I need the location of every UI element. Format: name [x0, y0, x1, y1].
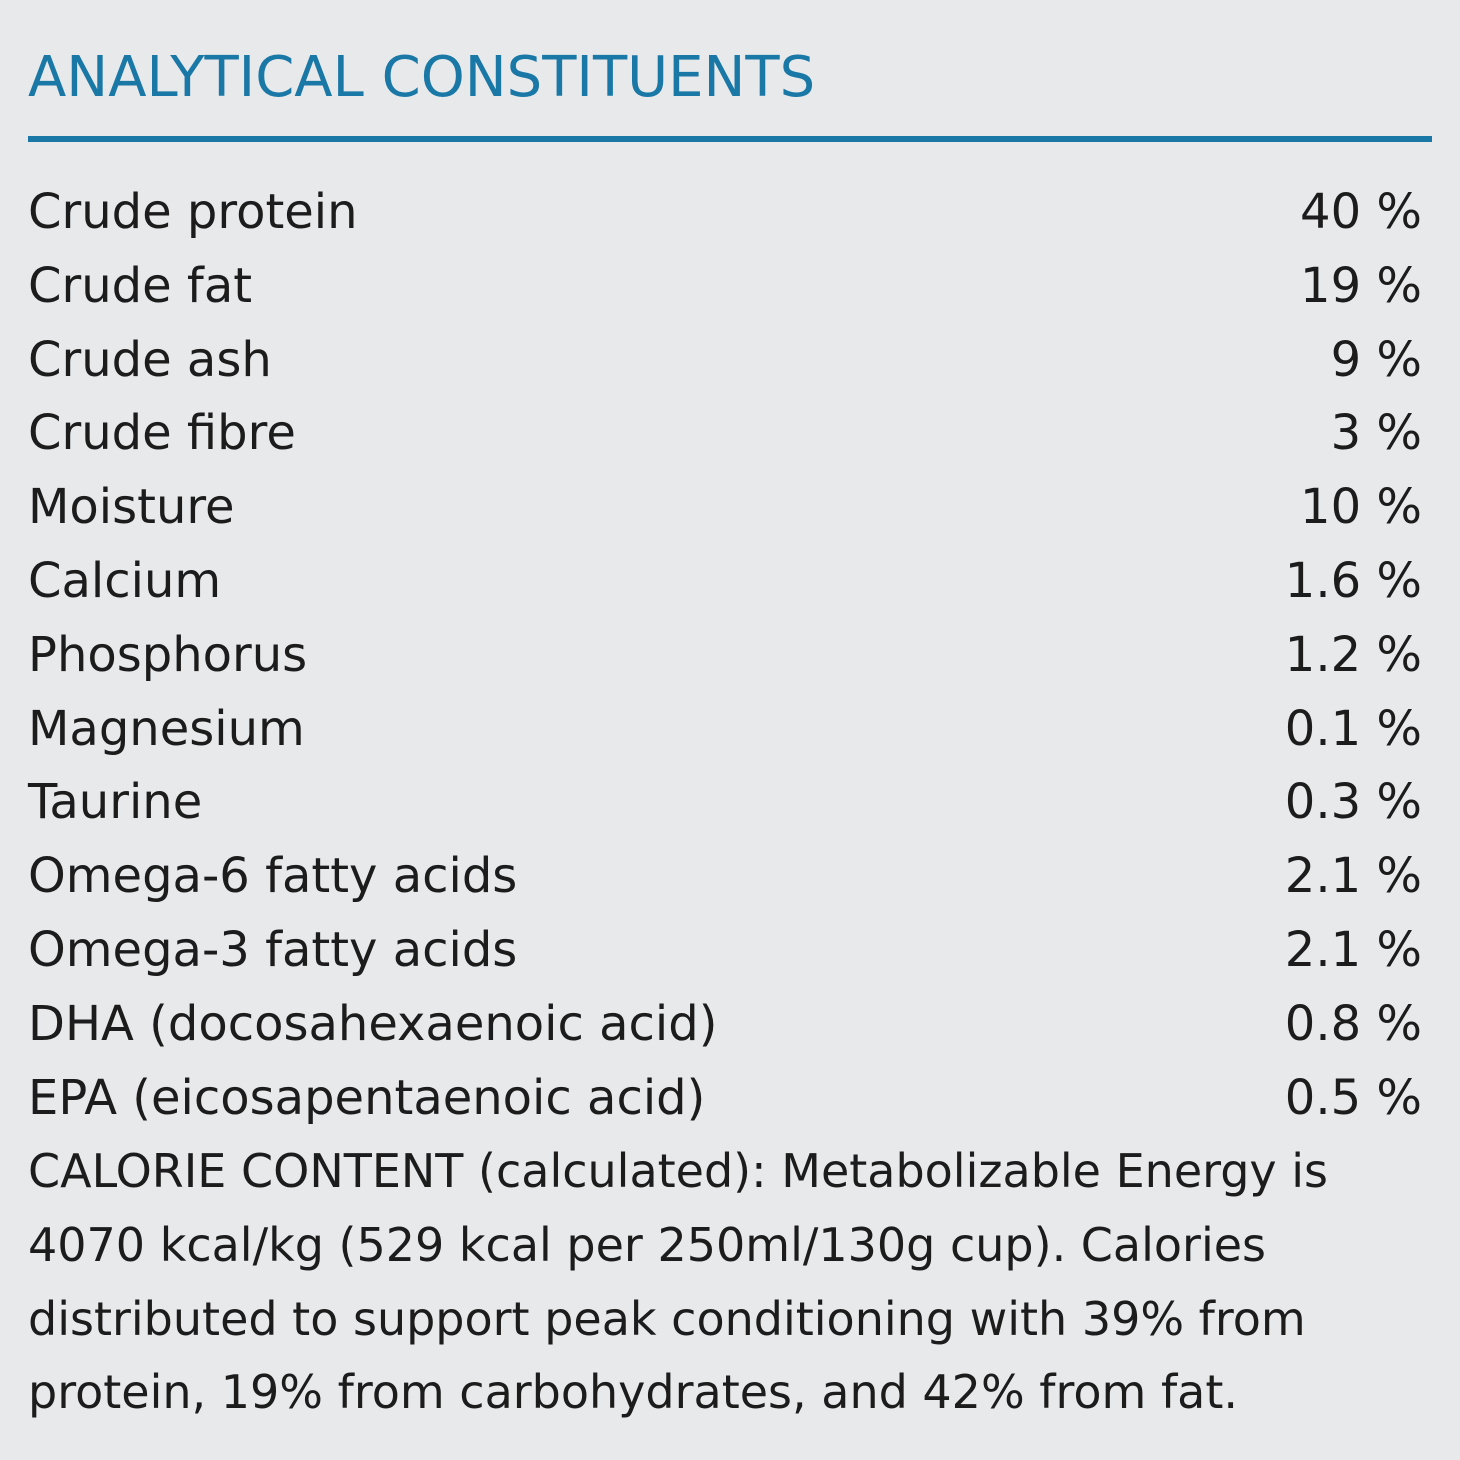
constituent-value: 0.8 %	[1284, 995, 1422, 1052]
constituent-row: Omega-3 fatty acids 2.1 %	[28, 914, 1422, 988]
heading-divider	[28, 136, 1432, 142]
constituent-label: Phosphorus	[28, 626, 308, 683]
constituent-row: Crude protein 40 %	[28, 176, 1422, 250]
constituent-row: Omega-6 fatty acids 2.1 %	[28, 840, 1422, 914]
constituent-row: Magnesium 0.1 %	[28, 693, 1422, 767]
constituent-row: Crude fibre 3 %	[28, 397, 1422, 471]
constituent-value: 10 %	[1300, 479, 1422, 536]
constituent-row: EPA (eicosapentaenoic acid) 0.5 %	[28, 1062, 1422, 1136]
constituent-row: Calcium 1.6 %	[28, 545, 1422, 619]
constituent-label: DHA (docosahexaenoic acid)	[28, 995, 718, 1052]
analytical-constituents-panel: ANALYTICAL CONSTITUENTS Crude protein 40…	[28, 0, 1432, 1460]
constituent-label: Moisture	[28, 479, 235, 536]
constituent-value: 1.2 %	[1284, 626, 1422, 683]
constituent-value: 19 %	[1300, 257, 1422, 314]
constituent-label: Taurine	[28, 774, 203, 831]
constituent-label: Crude fibre	[28, 405, 296, 462]
constituent-value: 0.3 %	[1284, 774, 1422, 831]
constituent-label: Crude fat	[28, 257, 253, 314]
constituent-row: Moisture 10 %	[28, 471, 1422, 545]
constituent-value: 2.1 %	[1284, 848, 1422, 905]
constituent-value: 9 %	[1330, 331, 1422, 388]
constituent-label: Calcium	[28, 552, 222, 609]
constituent-value: 1.6 %	[1284, 552, 1422, 609]
constituent-value: 0.1 %	[1284, 700, 1422, 757]
constituent-label: EPA (eicosapentaenoic acid)	[28, 1069, 706, 1126]
constituent-value: 0.5 %	[1284, 1069, 1422, 1126]
constituents-list: Crude protein 40 % Crude fat 19 % Crude …	[28, 176, 1422, 1135]
constituent-label: Omega-3 fatty acids	[28, 921, 518, 978]
constituent-label: Magnesium	[28, 700, 305, 757]
calorie-content-statement: CALORIE CONTENT (calculated): Metaboliza…	[28, 1144, 1329, 1420]
constituent-label: Crude protein	[28, 184, 358, 240]
constituent-value: 3 %	[1330, 405, 1422, 462]
constituent-row: Crude fat 19 %	[28, 250, 1422, 324]
constituent-row: DHA (docosahexaenoic acid) 0.8 %	[28, 988, 1422, 1062]
constituent-label: Omega-6 fatty acids	[28, 848, 518, 905]
constituent-value: 2.1 %	[1284, 921, 1422, 978]
constituent-row: Crude ash 9 %	[28, 324, 1422, 398]
section-heading: ANALYTICAL CONSTITUENTS	[28, 45, 816, 110]
constituent-row: Taurine 0.3 %	[28, 766, 1422, 840]
constituent-row: Phosphorus 1.2 %	[28, 619, 1422, 693]
constituent-label: Crude ash	[28, 331, 272, 388]
constituent-value: 40 %	[1300, 184, 1422, 240]
